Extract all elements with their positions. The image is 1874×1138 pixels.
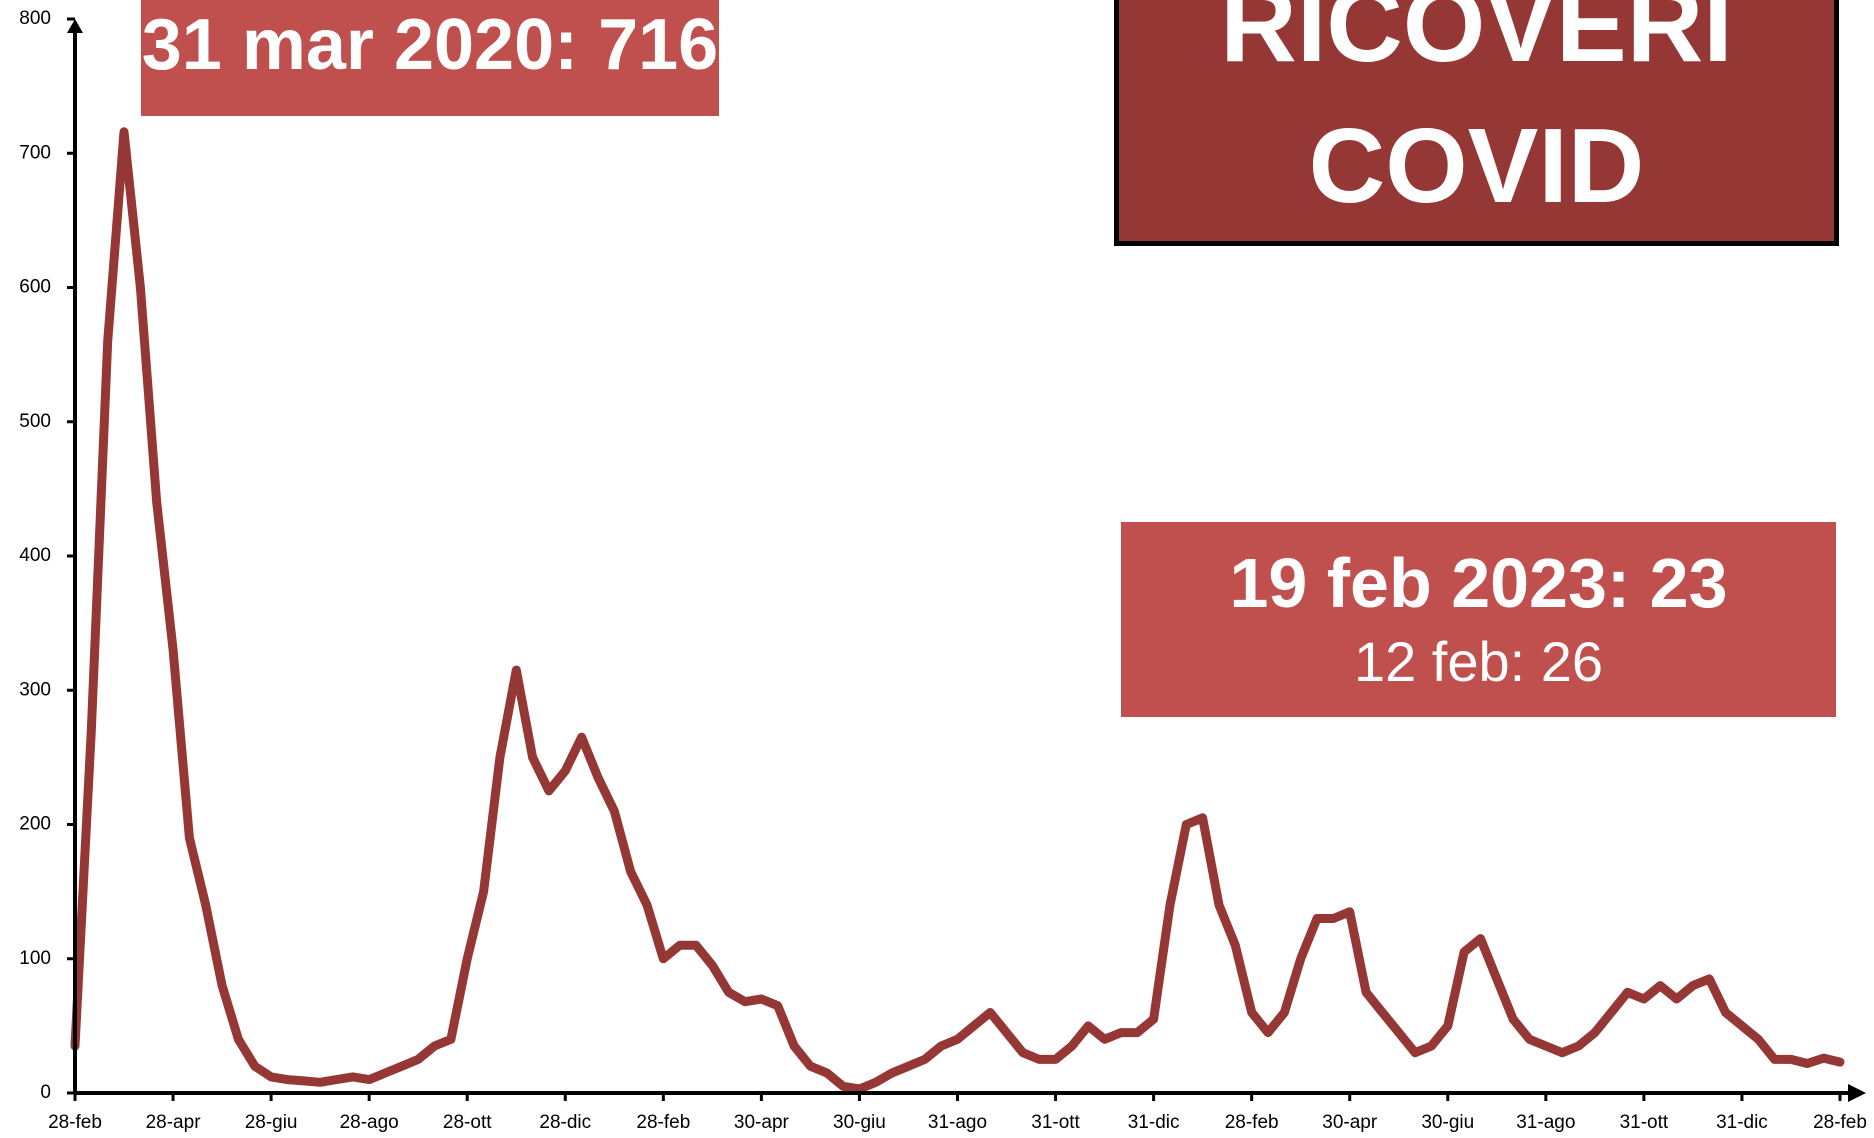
- y-tick-label: 500: [19, 411, 51, 432]
- x-tick-label: 30-giu: [833, 1112, 886, 1133]
- latest-annotation: 19 feb 2023: 23: [1229, 544, 1728, 622]
- x-tick-label: 30-apr: [734, 1112, 790, 1133]
- x-tick-label: 31-dic: [1716, 1112, 1768, 1133]
- x-tick-label: 28-feb: [1813, 1112, 1867, 1133]
- peak-annotation: 31 mar 2020: 716: [141, 0, 719, 116]
- y-tick-label: 400: [19, 545, 51, 566]
- x-tick-label: 28-feb: [636, 1112, 690, 1133]
- x-tick-label: 31-ago: [928, 1112, 987, 1133]
- y-tick-label: 800: [19, 8, 51, 29]
- x-axis-arrow: [1848, 1084, 1866, 1102]
- x-tick-label: 28-dic: [539, 1112, 591, 1133]
- y-tick-label: 600: [19, 277, 51, 298]
- x-tick-label: 28-giu: [245, 1112, 298, 1133]
- x-tick-label: 31-ott: [1031, 1112, 1080, 1133]
- latest-box: 19 feb 2023: 23 12 feb: 26: [1121, 522, 1836, 717]
- y-tick-label: 300: [19, 679, 51, 700]
- y-tick-label: 200: [19, 814, 51, 835]
- x-tick-label: 28-ott: [443, 1112, 492, 1133]
- y-tick-label: 700: [19, 142, 51, 163]
- previous-annotation: 12 feb: 26: [1353, 630, 1604, 693]
- chart-title: RICOVERI COVID: [1114, 0, 1839, 246]
- x-tick-label: 30-giu: [1421, 1112, 1474, 1133]
- x-tick-label: 28-feb: [48, 1112, 102, 1133]
- y-axis-arrow: [67, 19, 83, 33]
- y-tick-label: 100: [19, 948, 51, 969]
- line: [70, 127, 1845, 1094]
- y-tick-label: 0: [40, 1082, 51, 1103]
- x-tick-label: 31-ott: [1620, 1112, 1669, 1133]
- x-tick-label: 28-ago: [340, 1112, 399, 1133]
- x-tick-label: 31-dic: [1128, 1112, 1180, 1133]
- x-tick-label: 30-apr: [1322, 1112, 1378, 1133]
- x-tick-label: 28-apr: [146, 1112, 202, 1133]
- x-tick-label: 31-ago: [1516, 1112, 1575, 1133]
- x-tick-label: 28-feb: [1225, 1112, 1279, 1133]
